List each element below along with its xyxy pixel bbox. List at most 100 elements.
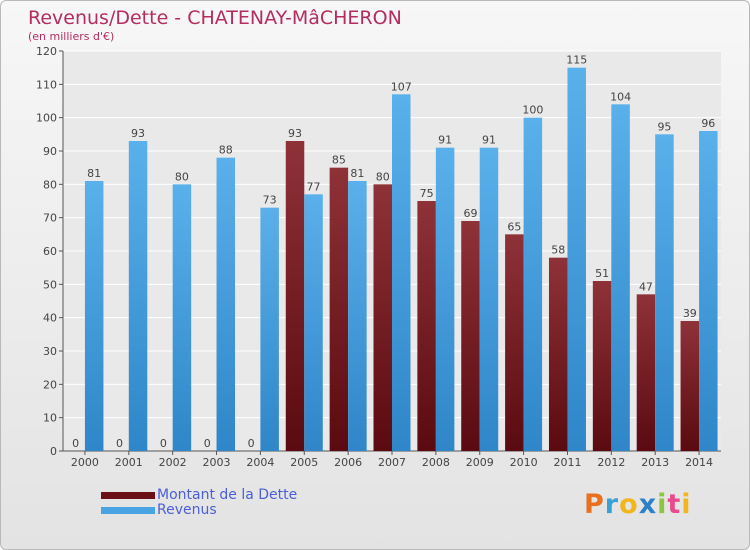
data-label-dette: 75 (420, 187, 434, 200)
data-label-dette: 80 (376, 170, 390, 183)
bar-revenus (435, 147, 455, 451)
y-tick-label: 40 (43, 312, 57, 325)
data-label-dette: 0 (160, 437, 167, 450)
logo-letter: i (681, 489, 692, 520)
y-tick-label: 10 (43, 412, 57, 425)
data-label-dette: 0 (116, 437, 123, 450)
logo-letter: P (584, 489, 605, 520)
data-label-revenus: 115 (566, 54, 587, 67)
y-tick-label: 110 (36, 78, 57, 91)
data-label-revenus: 100 (522, 104, 543, 117)
x-tick-label: 2010 (510, 456, 538, 469)
x-tick-label: 2006 (334, 456, 362, 469)
x-tick-label: 2002 (159, 456, 187, 469)
chart-subtitle: (en milliers d'€) (28, 30, 115, 43)
bar-dette (285, 141, 305, 451)
data-label-revenus: 107 (391, 80, 412, 93)
x-tick-label: 2003 (203, 456, 231, 469)
x-tick-label: 2014 (685, 456, 713, 469)
data-label-dette: 0 (72, 437, 79, 450)
data-label-dette: 51 (595, 267, 609, 280)
data-label-dette: 39 (683, 307, 697, 320)
data-label-dette: 58 (551, 244, 565, 257)
y-tick-label: 120 (36, 45, 57, 58)
bar-dette (592, 281, 612, 451)
logo-letter: o (619, 489, 639, 520)
bar-dette (548, 257, 568, 451)
data-label-revenus: 80 (175, 170, 189, 183)
data-label-dette: 47 (639, 280, 653, 293)
bar-dette (505, 234, 524, 451)
y-tick-label: 30 (43, 345, 57, 358)
x-tick-label: 2007 (378, 456, 406, 469)
x-tick-label: 2013 (641, 456, 669, 469)
y-tick-label: 60 (43, 245, 57, 258)
logo-letter: i (657, 489, 668, 520)
data-label-revenus: 91 (482, 134, 496, 147)
data-label-revenus: 104 (610, 90, 631, 103)
x-tick-label: 2012 (597, 456, 625, 469)
bar-dette (417, 201, 436, 451)
x-tick-label: 2005 (290, 456, 318, 469)
bar-revenus (567, 67, 586, 452)
data-label-revenus: 81 (87, 167, 101, 180)
bar-revenus (172, 184, 192, 452)
legend-label-revenus: Revenus (157, 502, 217, 518)
x-tick-label: 2001 (115, 456, 143, 469)
bar-dette (329, 167, 349, 451)
data-label-revenus: 77 (307, 180, 321, 193)
data-label-revenus: 73 (263, 194, 277, 207)
data-label-dette: 85 (332, 154, 346, 167)
bar-revenus (655, 134, 674, 452)
data-label-revenus: 96 (701, 117, 715, 130)
data-label-revenus: 88 (219, 144, 233, 157)
logo-letter: r (604, 489, 620, 520)
y-tick-label: 70 (43, 212, 57, 225)
y-tick-label: 80 (43, 178, 57, 191)
legend-item-revenus: Revenus (101, 502, 217, 518)
legend-swatch-dette (101, 491, 155, 499)
bar-revenus (392, 94, 411, 451)
bar-dette (636, 294, 656, 451)
y-tick-label: 50 (43, 278, 57, 291)
data-label-dette: 65 (507, 220, 521, 233)
x-tick-label: 2004 (246, 456, 274, 469)
data-label-dette: 93 (288, 127, 302, 140)
x-tick-label: 2011 (553, 456, 581, 469)
bar-revenus (523, 117, 543, 452)
logo-letter: x (638, 489, 658, 520)
bar-revenus (260, 207, 279, 451)
bar-revenus (84, 181, 104, 451)
x-tick-label: 2008 (422, 456, 450, 469)
logo-letter: t (667, 489, 682, 520)
data-label-revenus: 95 (657, 120, 671, 133)
bar-revenus (128, 141, 148, 451)
bar-dette (373, 184, 392, 452)
data-label-dette: 69 (463, 207, 477, 220)
y-tick-label: 20 (43, 378, 57, 391)
bar-dette (680, 321, 700, 451)
x-tick-label: 2000 (71, 456, 99, 469)
y-tick-label: 90 (43, 145, 57, 158)
proxiti-logo: Proxiti (584, 489, 692, 520)
bar-revenus (304, 194, 323, 452)
bar-revenus (699, 131, 718, 451)
y-tick-label: 0 (50, 445, 57, 458)
data-label-revenus: 93 (131, 127, 145, 140)
bar-revenus (216, 157, 236, 451)
bar-revenus (348, 181, 367, 451)
y-tick-label: 100 (36, 112, 57, 125)
bar-revenus (479, 147, 499, 451)
legend-swatch-revenus (101, 506, 155, 514)
x-tick-label: 2009 (466, 456, 494, 469)
legend-label-dette: Montant de la Dette (157, 487, 298, 503)
data-label-revenus: 81 (350, 167, 364, 180)
bar-dette (461, 221, 480, 451)
chart-title: Revenus/Dette - CHATENAY-MâCHERON (28, 7, 402, 29)
bar-revenus (611, 104, 630, 451)
legend-item-dette: Montant de la Dette (101, 487, 297, 503)
data-label-dette: 0 (204, 437, 211, 450)
data-label-revenus: 91 (438, 134, 452, 147)
